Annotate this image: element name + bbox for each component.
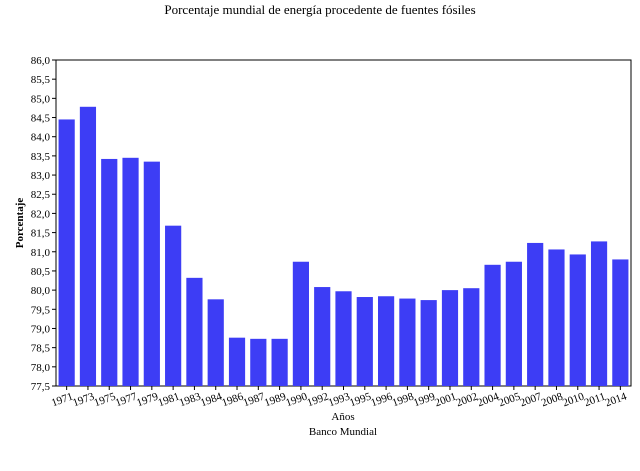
bar-1986 xyxy=(228,337,246,386)
y-tick-label: 79,5 xyxy=(31,304,51,316)
y-tick-label: 80,5 xyxy=(31,266,51,278)
bar-2008 xyxy=(548,249,565,386)
bar-1989 xyxy=(271,338,288,386)
bar-1979 xyxy=(143,161,160,386)
y-axis: 77,5 78,0 78,5 79,0 79,5 80,0 80,5 81,0 81,5 82,0… xyxy=(31,55,56,393)
bar-2011 xyxy=(590,241,608,386)
y-tick-label: 78,0 xyxy=(31,362,51,374)
y-tick-label: 81,5 xyxy=(31,228,51,240)
y-tick-label: 83,0 xyxy=(31,170,51,182)
chart-title: Porcentaje mundial de energía procedente… xyxy=(164,2,475,17)
y-tick-label: 80,0 xyxy=(31,285,51,297)
bar-1983 xyxy=(186,277,203,386)
bar-1996 xyxy=(378,296,395,386)
x-axis-title: Años xyxy=(331,411,354,423)
bar-1981 xyxy=(165,225,182,386)
y-tick-label: 81,0 xyxy=(31,247,51,259)
bar-2010 xyxy=(569,254,586,386)
y-tick-label: 83,5 xyxy=(31,151,51,163)
y-tick-label: 77,5 xyxy=(31,381,51,393)
bar-1998 xyxy=(399,298,416,386)
bar-1975 xyxy=(101,158,118,386)
bar-2002 xyxy=(463,288,480,386)
bar-2014 xyxy=(612,259,629,386)
y-tick-label: 82,0 xyxy=(31,208,51,220)
y-tick-label: 84,0 xyxy=(31,132,51,144)
y-tick-label: 78,5 xyxy=(31,343,51,355)
bar-1987 xyxy=(250,338,267,386)
bar-1993 xyxy=(335,291,352,386)
bars-group xyxy=(58,106,629,386)
y-tick-label: 85,0 xyxy=(31,93,51,105)
y-tick-label: 86,0 xyxy=(31,55,51,67)
bar-1973 xyxy=(79,106,97,386)
bar-1984 xyxy=(207,299,224,386)
bar-2007 xyxy=(527,242,544,386)
y-tick-label: 82,5 xyxy=(31,189,51,201)
y-tick-label: 79,0 xyxy=(31,323,51,335)
bar-1977 xyxy=(122,157,139,386)
bar-2005 xyxy=(505,261,522,386)
y-tick-label: 85,5 xyxy=(31,74,51,86)
bar-2001 xyxy=(441,290,459,386)
bar-1992 xyxy=(314,287,331,386)
bar-2004 xyxy=(484,264,501,386)
x-axis: 1971197319751977197919811983198419861987… xyxy=(50,386,629,409)
source-label: Banco Mundial xyxy=(309,426,377,438)
bar-1971 xyxy=(58,119,75,386)
bar-1990 xyxy=(292,261,309,386)
x-tick-label: 2014 xyxy=(604,390,629,409)
bar-1999 xyxy=(420,300,437,386)
y-axis-title: Porcentaje xyxy=(14,198,26,249)
y-tick-label: 84,5 xyxy=(31,113,51,125)
bar-1995 xyxy=(356,297,373,386)
